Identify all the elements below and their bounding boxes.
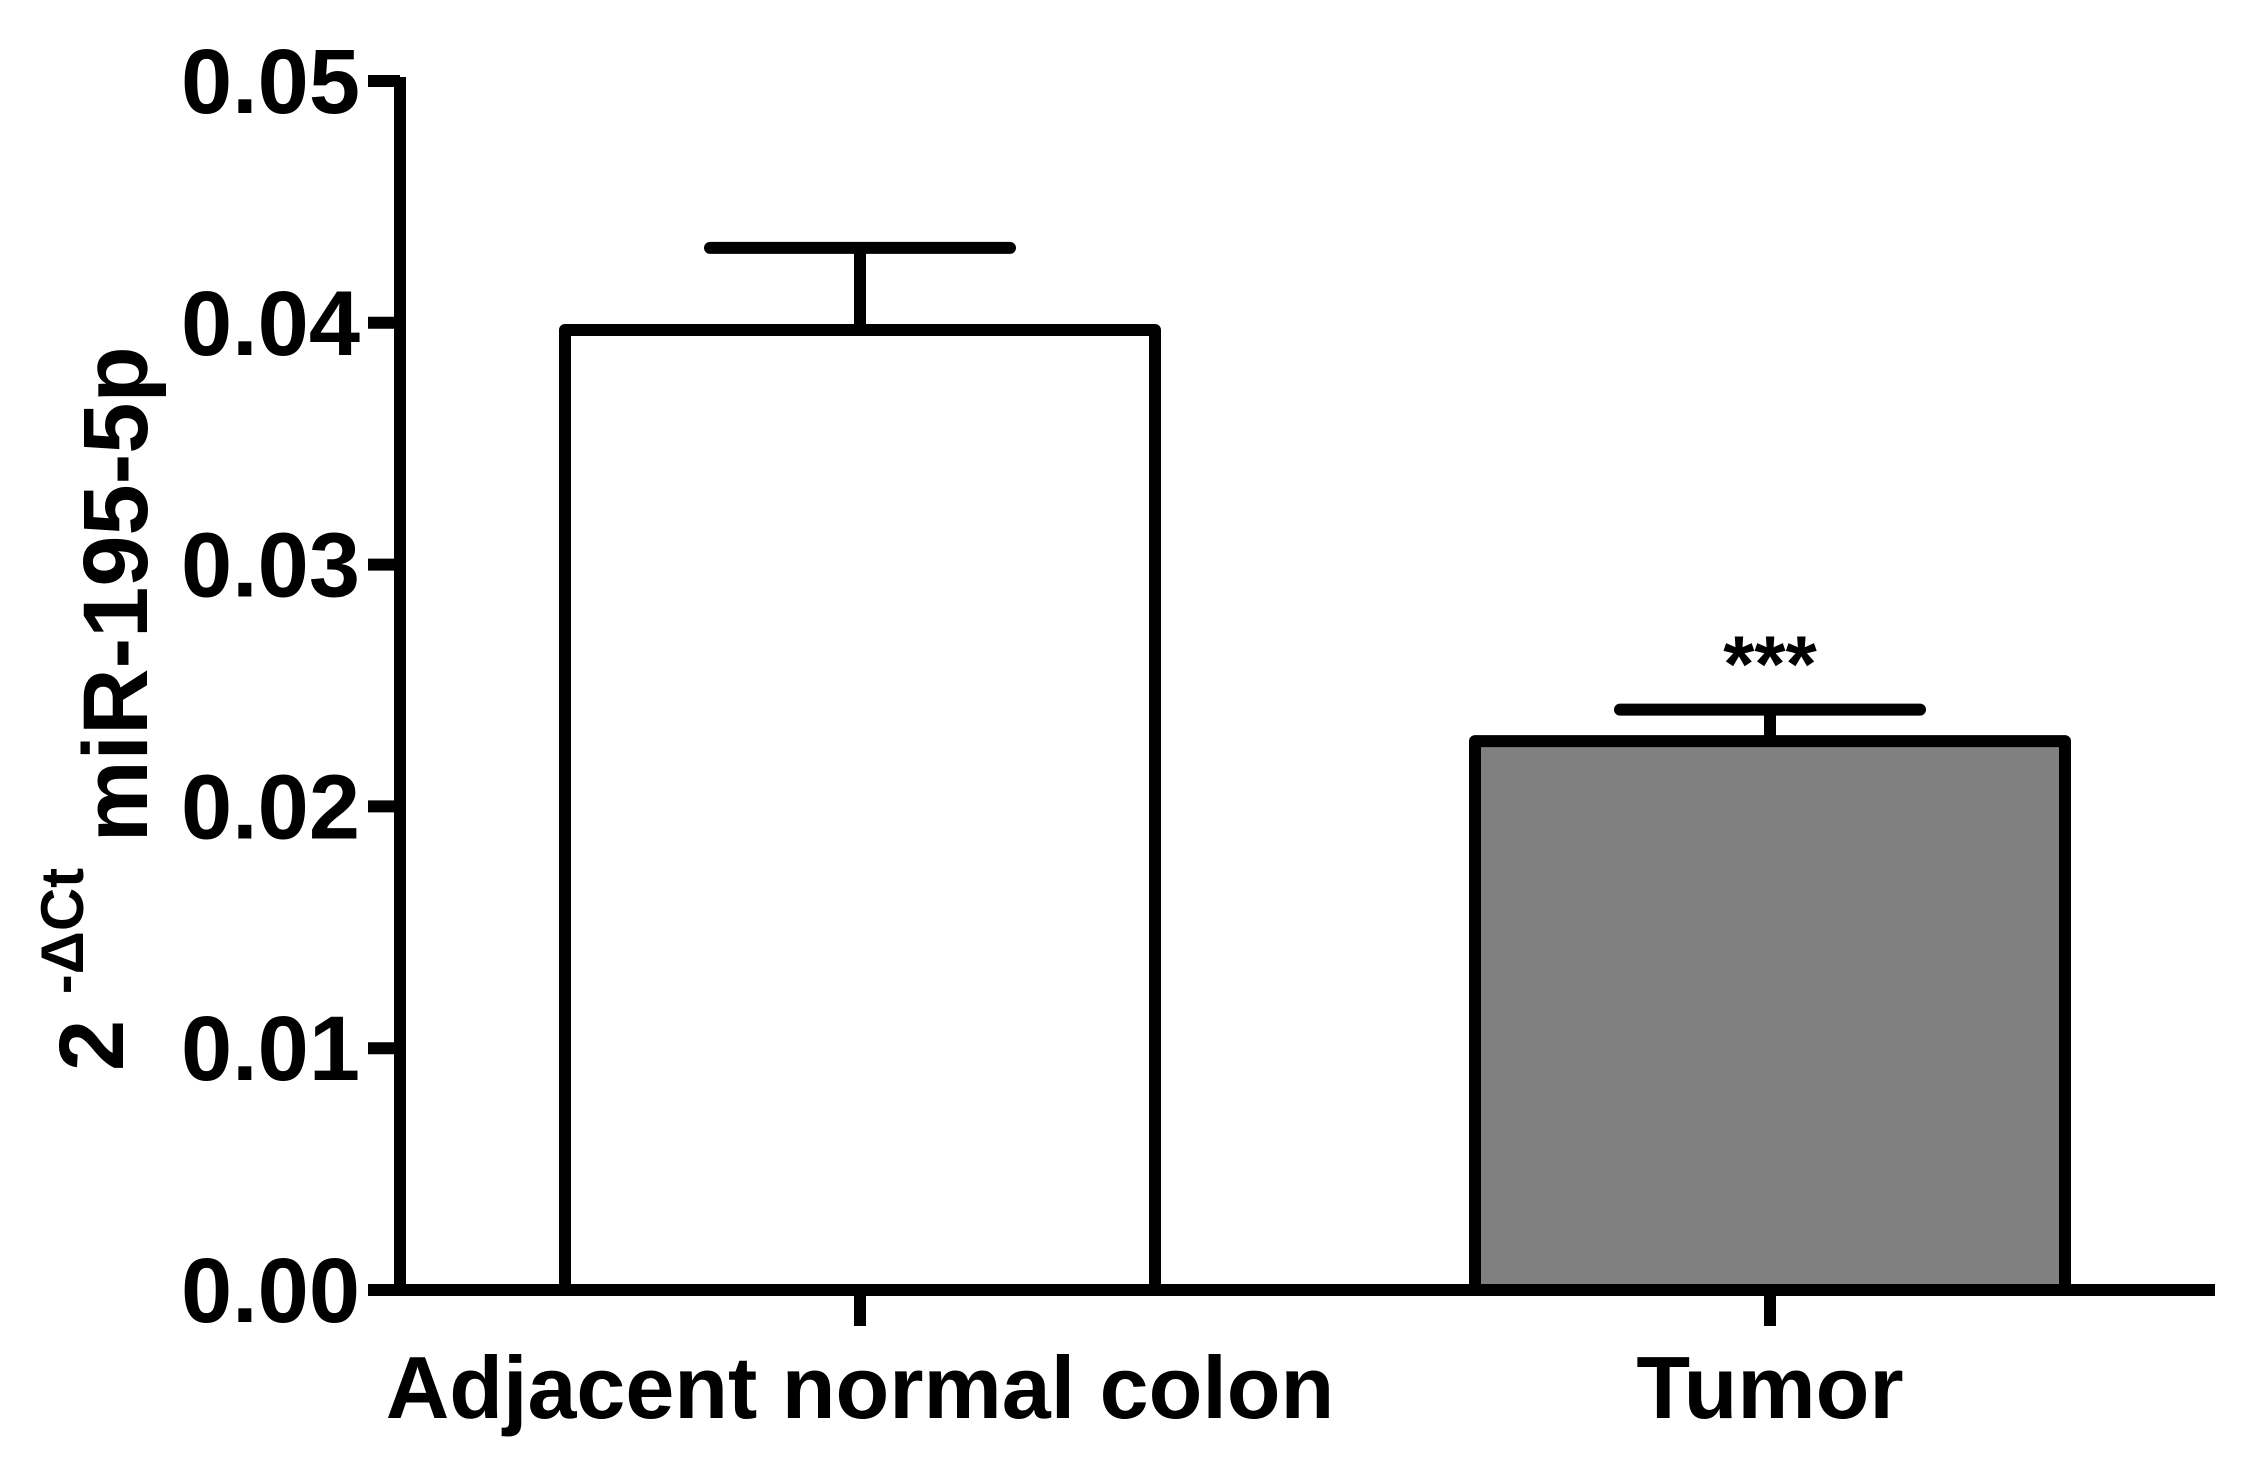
y-axis-label: 2 -ΔCt miR-195-5p <box>1 346 167 1071</box>
y-tick-label: 0.05 <box>181 31 360 133</box>
x-tick-label: Adjacent normal colon <box>386 1338 1335 1437</box>
y-tick-label: 0.00 <box>181 1240 360 1342</box>
bar <box>1469 735 2071 1296</box>
y-tick-label: 0.02 <box>181 756 360 858</box>
x-tick-label: Tumor <box>1636 1338 1903 1437</box>
y-tick-label: 0.01 <box>181 998 360 1100</box>
significance-annotation: *** <box>1723 620 1817 709</box>
y-tick-label: 0.04 <box>181 273 360 375</box>
y-axis-label-base: 2 <box>41 1020 143 1071</box>
y-axis-label-superscript: -ΔCt <box>29 868 96 994</box>
bar <box>559 324 1161 1296</box>
y-axis-label-subscript: miR-195-5p <box>65 346 167 842</box>
svg-text:2 -ΔCt miR-195: 2 -ΔCt miR-195-5p <box>1 346 167 1071</box>
y-tick-label: 0.03 <box>181 515 360 617</box>
